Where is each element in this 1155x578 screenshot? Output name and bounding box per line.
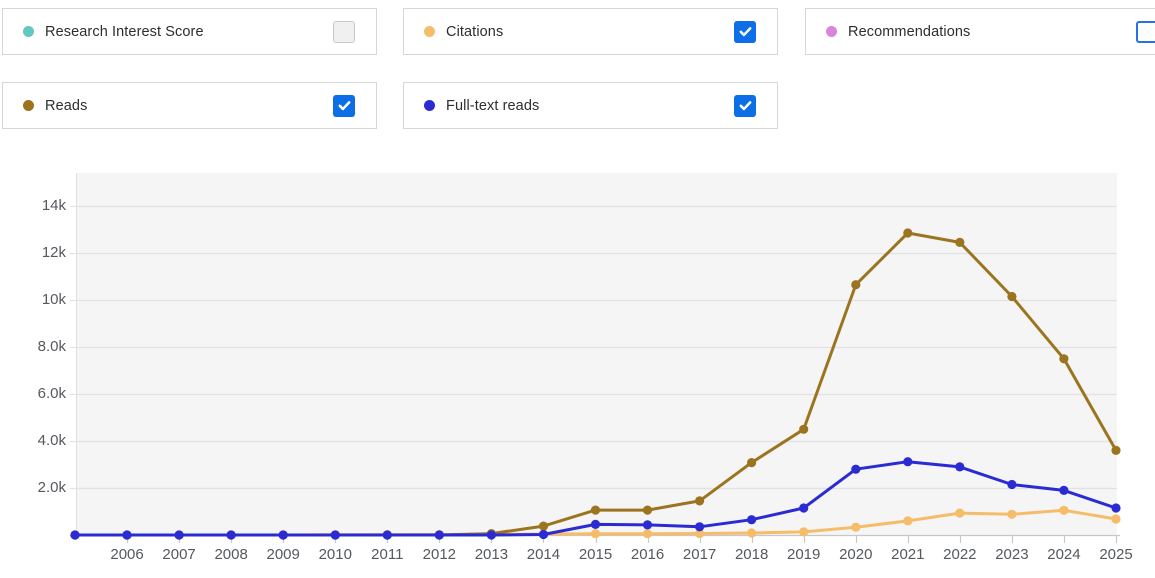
legend-item-recommendations: Recommendations (805, 8, 1155, 55)
data-point (955, 237, 965, 247)
data-point (1111, 445, 1121, 455)
data-point (642, 520, 653, 530)
data-point (747, 458, 757, 468)
data-point (1111, 514, 1121, 524)
data-point (538, 529, 549, 540)
legend-item-label: Reads (45, 97, 88, 114)
x-axis-label: 2018 (734, 546, 769, 563)
data-point (122, 530, 132, 540)
data-point (226, 530, 236, 540)
full-text-reads-checkbox-checked[interactable] (734, 94, 756, 117)
legend-item-reads: Reads (2, 82, 377, 129)
x-axis-label: 2015 (578, 546, 613, 563)
data-point (903, 228, 913, 238)
data-point (642, 529, 653, 539)
research-interest-score-checkbox-unchecked[interactable] (333, 20, 355, 43)
x-axis-label: 2020 (839, 546, 873, 563)
legend-item-citations: Citations (403, 8, 778, 55)
data-point (747, 515, 757, 525)
x-axis-label: 2025 (1099, 546, 1133, 563)
x-axis-label: 2021 (891, 546, 925, 563)
data-point (903, 457, 913, 467)
legend-item-full-text-reads: Full-text reads (403, 82, 778, 129)
recommendations-checkbox-unchecked[interactable] (1136, 20, 1155, 43)
x-axis-label: 2014 (526, 546, 561, 563)
x-axis-label: 2022 (943, 546, 977, 563)
data-point (1007, 479, 1017, 490)
legend-item-label: Full-text reads (446, 97, 540, 114)
y-axis-label: 4.0k (37, 432, 66, 449)
data-point (695, 528, 705, 539)
data-point (1007, 291, 1017, 302)
x-axis-label: 2011 (371, 546, 404, 563)
data-point (590, 529, 601, 539)
x-axis-label: 2010 (318, 546, 352, 563)
legend-item-research-interest-score: Research Interest Score (2, 8, 377, 55)
x-axis-label: 2007 (162, 546, 196, 563)
x-axis-label: 2013 (474, 546, 509, 563)
x-axis-label: 2017 (682, 546, 717, 563)
x-axis-label: 2023 (995, 546, 1029, 563)
data-point (434, 530, 444, 540)
x-axis-label: 2006 (110, 546, 144, 563)
data-point (851, 522, 861, 532)
citations-checkbox-checked[interactable] (734, 20, 756, 43)
data-point (955, 462, 965, 472)
data-point (538, 521, 549, 531)
data-point (799, 503, 809, 513)
data-point (1059, 354, 1069, 364)
x-axis-label: 2008 (214, 546, 248, 563)
legend-item-label: Recommendations (848, 23, 971, 40)
data-point (642, 505, 653, 515)
reads-checkbox-checked[interactable] (333, 94, 355, 117)
y-axis-label: 8.0k (37, 338, 66, 355)
data-point (903, 516, 913, 526)
data-point (382, 530, 392, 540)
data-point (851, 280, 861, 290)
data-point (278, 530, 288, 540)
data-point (955, 508, 965, 518)
plot-area (76, 173, 1117, 535)
citations-color-dot (424, 26, 435, 37)
data-point (486, 530, 496, 540)
data-point (695, 496, 705, 506)
y-axis-label: 2.0k (37, 479, 66, 496)
data-point (70, 530, 80, 540)
data-point (1007, 509, 1017, 519)
legend-item-label: Research Interest Score (45, 23, 204, 40)
data-point (1059, 505, 1069, 515)
data-point (851, 464, 861, 474)
data-point (590, 519, 601, 530)
x-axis-label: 2009 (266, 546, 300, 563)
y-axis-label: 12k (41, 244, 66, 261)
legend-item-label: Citations (446, 23, 504, 40)
y-axis-label: 14k (41, 197, 66, 214)
x-axis-label: 2016 (630, 546, 665, 563)
data-point (1111, 503, 1121, 513)
data-point (799, 527, 809, 537)
y-axis-label: 6.0k (37, 385, 66, 402)
data-point (174, 530, 184, 540)
data-point (1059, 485, 1069, 495)
y-axis-label: 10k (41, 291, 66, 308)
x-axis-label: 2012 (422, 546, 457, 563)
reads-color-dot (23, 100, 34, 111)
data-point (695, 522, 705, 532)
data-point (330, 530, 340, 540)
x-axis-label: 2019 (787, 546, 821, 563)
full-text-reads-color-dot (424, 100, 435, 111)
data-point (747, 528, 757, 538)
recommendations-color-dot (826, 26, 837, 37)
data-point (590, 505, 601, 515)
x-axis-label: 2024 (1047, 546, 1081, 563)
research-interest-score-color-dot (23, 26, 34, 37)
data-point (799, 424, 809, 434)
